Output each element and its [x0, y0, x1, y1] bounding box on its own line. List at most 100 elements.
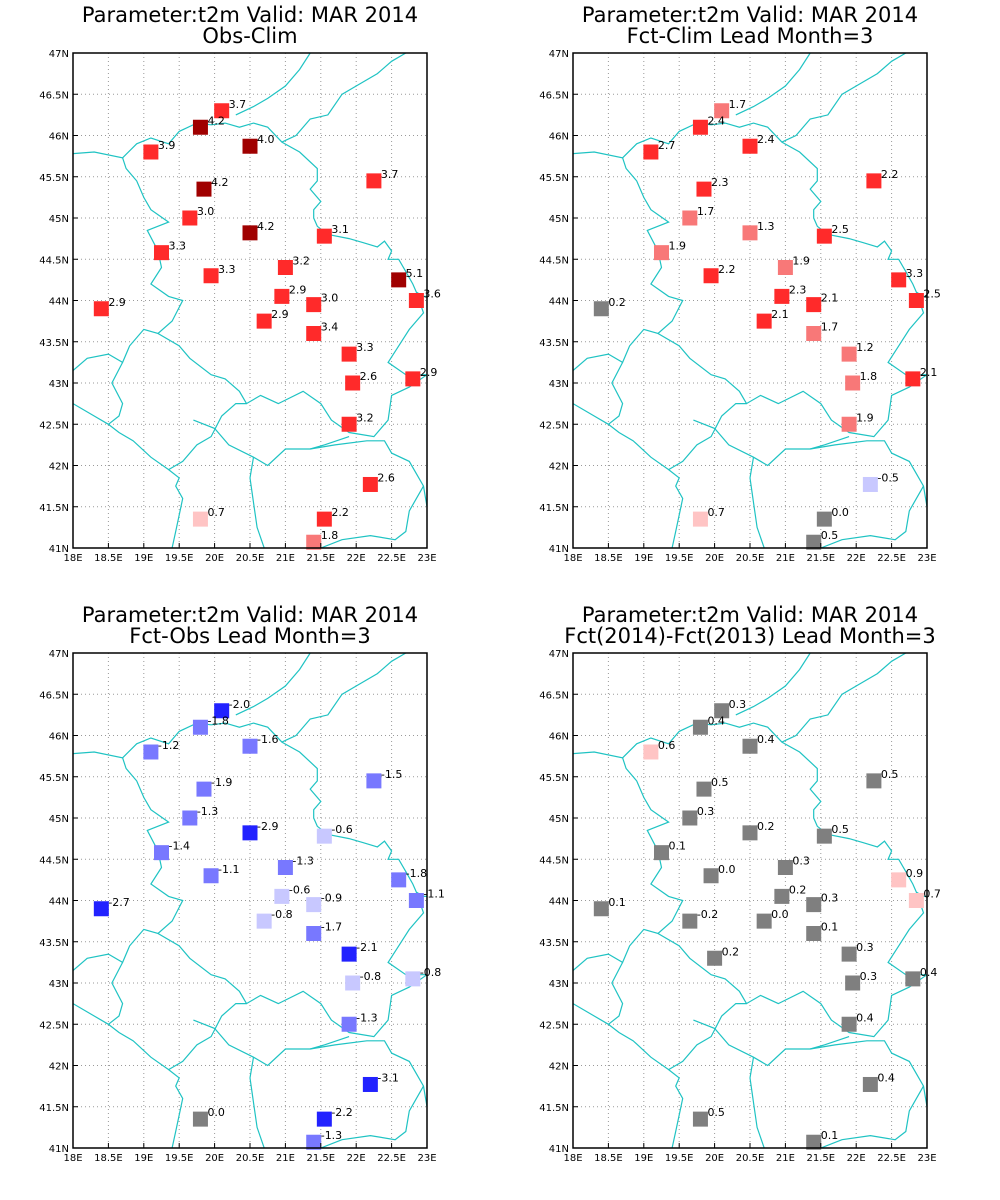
station-marker	[93, 301, 109, 317]
border-line	[320, 1085, 425, 1148]
station-value-label: 0.5	[711, 776, 729, 789]
x-tick-label: 20.5E	[236, 553, 265, 564]
border-line	[820, 485, 925, 548]
station-value-label: -0.8	[271, 908, 292, 921]
station-value-label: 2.1	[920, 366, 938, 379]
station-value-label: -2.1	[356, 941, 377, 954]
station-value-label: 0.1	[669, 840, 687, 853]
chart-title: Parameter:t2m Valid: MAR 2014	[582, 603, 918, 627]
station-marker	[203, 868, 219, 884]
station-marker	[366, 773, 382, 789]
station-marker	[405, 371, 421, 387]
station-value-label: -2.2	[331, 1106, 352, 1119]
station-value-label: 0.7	[207, 506, 225, 519]
station-value-label: 0.3	[821, 892, 839, 905]
station-marker	[242, 138, 258, 154]
border-line	[810, 1040, 927, 1107]
station-marker	[703, 868, 719, 884]
station-value-label: 0.4	[920, 966, 938, 979]
y-tick-label: 46N	[549, 732, 569, 743]
station-value-label: 2.5	[831, 223, 849, 236]
station-marker	[341, 416, 357, 432]
station-marker	[196, 181, 212, 197]
x-tick-label: 22.5E	[877, 553, 906, 564]
station-value-label: 0.1	[821, 921, 839, 934]
station-marker	[714, 703, 730, 719]
panel-fct-clim: Parameter:t2m Valid: MAR 2014 Fct-Clim Le…	[500, 0, 1000, 600]
station-value-label: 3.7	[229, 98, 247, 111]
station-marker	[866, 773, 882, 789]
station-value-label: 0.3	[792, 855, 810, 868]
chart-subtitle: Fct-Clim Lead Month=3	[627, 24, 874, 48]
x-tick-label: 22E	[847, 1153, 866, 1164]
station-value-label: -1.6	[257, 733, 278, 746]
station-marker	[306, 1134, 322, 1150]
station-marker	[341, 346, 357, 362]
station-marker	[866, 173, 882, 189]
chart-title: Parameter:t2m Valid: MAR 2014	[82, 3, 418, 27]
station-marker	[408, 893, 424, 908]
border-line	[657, 332, 927, 438]
station-marker	[143, 144, 159, 160]
x-tick-label: 19E	[634, 553, 653, 564]
station-marker	[845, 975, 861, 991]
station-value-label: 5.1	[406, 267, 424, 280]
y-tick-label: 42.5N	[39, 1020, 69, 1031]
x-tick-label: 19.5E	[165, 553, 194, 564]
station-value-label: 1.9	[856, 411, 874, 424]
station-value-label: 2.4	[707, 114, 725, 127]
border-line	[735, 653, 811, 716]
x-tick-label: 18E	[563, 1153, 582, 1164]
border-line	[573, 722, 927, 897]
station-value-label: 1.7	[729, 98, 747, 111]
x-tick-label: 19.5E	[165, 1153, 194, 1164]
x-tick-label: 18E	[563, 553, 582, 564]
station-marker	[345, 375, 361, 391]
station-marker	[408, 293, 424, 308]
station-value-label: -0.8	[360, 970, 381, 983]
x-tick-label: 21E	[776, 553, 795, 564]
station-marker	[405, 971, 421, 987]
station-value-label: -0.6	[289, 883, 310, 896]
station-marker	[154, 245, 169, 261]
station-value-label: -1.2	[158, 739, 179, 752]
x-tick-label: 21.5E	[307, 553, 336, 564]
station-marker	[341, 946, 357, 962]
station-marker	[143, 744, 159, 760]
station-marker	[806, 1134, 822, 1150]
y-tick-label: 42N	[549, 462, 569, 473]
station-value-label: 2.1	[821, 292, 839, 305]
x-tick-label: 21.5E	[807, 1153, 836, 1164]
border-line	[608, 962, 624, 1025]
station-value-label: -1.8	[207, 714, 228, 727]
station-value-label: -1.5	[381, 768, 402, 781]
x-tick-label: 19.5E	[665, 1153, 694, 1164]
station-value-label: 0.2	[608, 296, 626, 309]
y-tick-label: 46.5N	[39, 90, 69, 101]
station-value-label: -1.7	[321, 921, 342, 934]
station-value-label: 2.7	[658, 139, 676, 152]
y-tick-label: 46.5N	[539, 690, 569, 701]
station-value-label: 3.6	[423, 288, 441, 301]
x-tick-label: 20E	[705, 553, 724, 564]
x-tick-label: 22E	[347, 1153, 366, 1164]
station-value-label: 0.0	[207, 1106, 225, 1119]
border-line	[73, 157, 184, 372]
station-value-label: 0.2	[757, 820, 775, 833]
station-value-label: 0.1	[821, 1129, 839, 1142]
station-value-label: -1.1	[423, 888, 444, 901]
station-marker	[214, 103, 230, 119]
station-value-label: 0.3	[729, 698, 747, 711]
station-marker	[306, 297, 322, 313]
station-marker	[242, 225, 258, 241]
y-tick-label: 43N	[49, 379, 69, 390]
y-tick-label: 44N	[49, 297, 69, 308]
y-tick-label: 42N	[549, 1062, 569, 1073]
station-value-label: 3.0	[197, 205, 215, 218]
station-value-label: 3.9	[158, 139, 176, 152]
station-marker	[192, 511, 208, 527]
x-tick-label: 18.5E	[594, 1153, 623, 1164]
station-marker	[391, 872, 407, 888]
y-tick-label: 45.5N	[39, 773, 69, 784]
border-line	[249, 457, 265, 548]
